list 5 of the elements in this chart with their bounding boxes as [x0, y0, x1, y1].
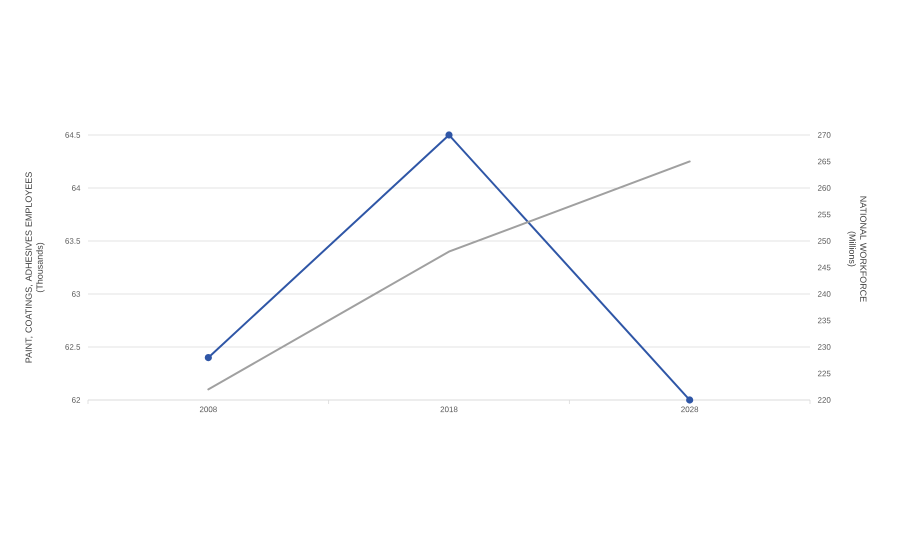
point: [686, 396, 694, 404]
point: [445, 131, 453, 139]
y2-axis-title: NATIONAL WORKFORCE (Millions): [847, 196, 866, 302]
point: [204, 354, 212, 362]
y-axis-title: PAINT, COATINGS, ADHESIVES EMPLOYEES (Thousands): [25, 172, 45, 363]
